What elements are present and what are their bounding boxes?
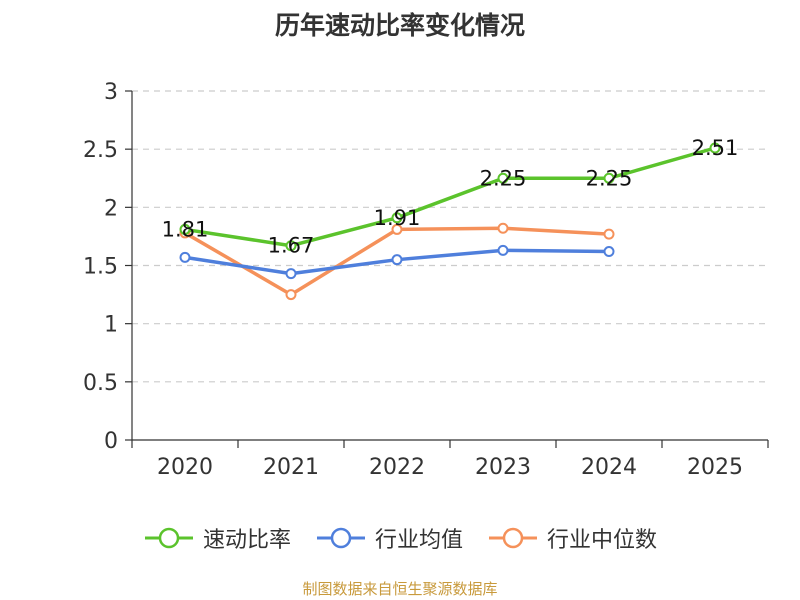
- x-tick-label: 2023: [475, 455, 531, 480]
- x-tick-label: 2021: [263, 455, 319, 480]
- legend-item[interactable]: 行业中位数: [487, 522, 657, 554]
- data-point: [391, 254, 403, 266]
- line-chart: 0 0.5 1 1.5 2 2.5 3 2020 2021 2022 2023 2024 2025 1.8…: [83, 80, 769, 480]
- data-label: 1.81: [162, 217, 209, 241]
- data-label: 1.91: [374, 206, 421, 230]
- series-line-0: [184, 146, 716, 248]
- x-tick-label: 2025: [687, 455, 743, 480]
- legend-label: 行业均值: [374, 528, 463, 553]
- data-point: [497, 222, 509, 234]
- data-point: [603, 172, 615, 184]
- data-label: 1.67: [268, 234, 315, 258]
- data-label: 2.25: [480, 166, 527, 190]
- legend-item[interactable]: 速动比率: [143, 522, 291, 554]
- data-point: [497, 172, 509, 184]
- chart-legend: 速动比率 行业均值 行业中位数: [0, 522, 800, 554]
- x-tick-label: 2024: [581, 455, 637, 480]
- legend-label: 行业中位数: [547, 528, 658, 553]
- chart-title: 历年速动比率变化情况: [274, 11, 525, 40]
- y-tick-label: 0.5: [83, 371, 118, 396]
- data-point: [391, 212, 403, 224]
- y-tick-label: 2.5: [83, 138, 118, 163]
- legend-marker-icon: [316, 527, 365, 549]
- y-tick-label: 2: [104, 196, 118, 221]
- data-point: [285, 240, 297, 252]
- data-label: 2.25: [586, 166, 633, 190]
- source-note: 制图数据来自恒生聚源数据库: [302, 580, 498, 598]
- x-tick-label: 2022: [369, 455, 425, 480]
- y-tick-label: 0: [104, 429, 118, 454]
- x-tick-label: 2020: [157, 455, 213, 480]
- data-point: [391, 223, 403, 235]
- data-point: [603, 246, 615, 258]
- y-tick-label: 1.5: [83, 255, 118, 280]
- y-tick-label: 3: [104, 80, 118, 105]
- legend-label: 速动比率: [202, 528, 291, 553]
- legend-marker-icon: [144, 527, 193, 549]
- y-tick-label: 1: [104, 313, 118, 338]
- data-point: [709, 142, 721, 154]
- data-point: [179, 223, 191, 235]
- data-point: [179, 251, 191, 263]
- data-point: [603, 228, 615, 240]
- data-point: [497, 244, 509, 256]
- legend-item[interactable]: 行业均值: [315, 522, 463, 554]
- data-point: [285, 268, 297, 280]
- legend-marker-icon: [489, 527, 537, 549]
- data-point: [285, 289, 297, 301]
- data-label: 2.51: [692, 136, 739, 160]
